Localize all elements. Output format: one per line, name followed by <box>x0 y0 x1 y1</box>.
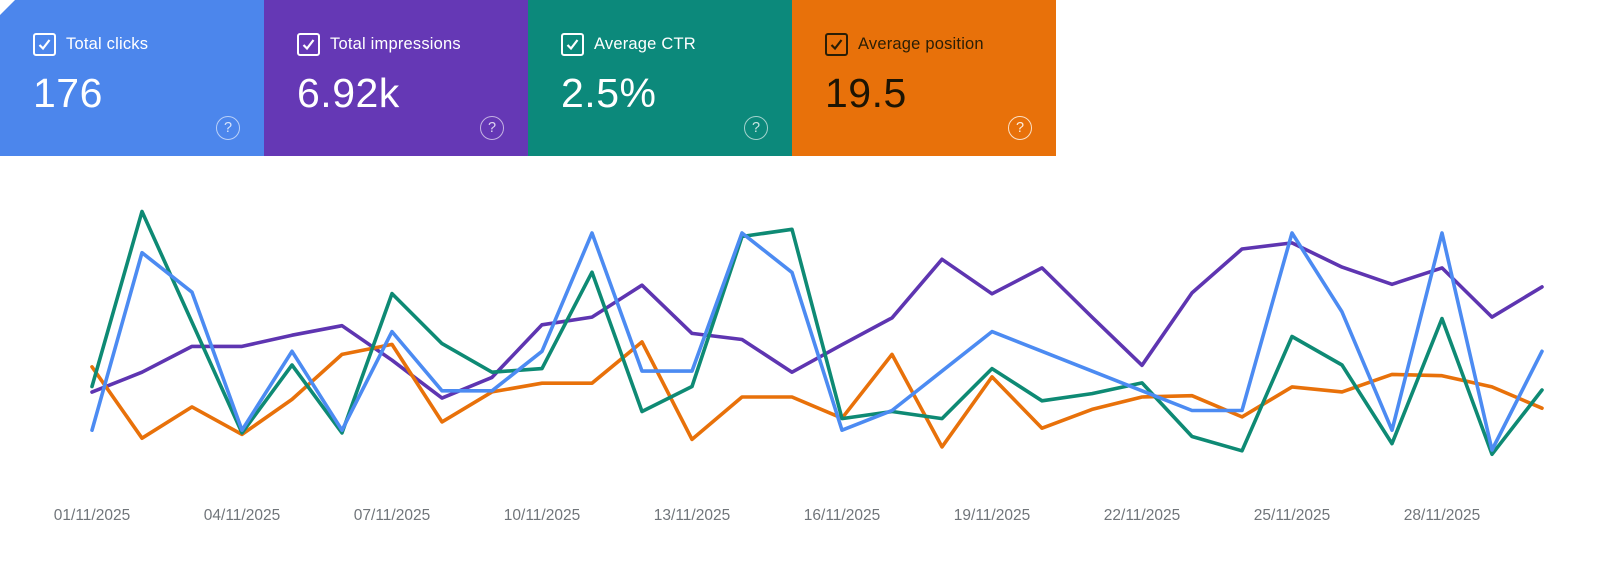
metric-card-total-clicks[interactable]: Total clicks 176 ? <box>0 0 264 156</box>
x-axis-label: 28/11/2025 <box>1403 507 1481 524</box>
average-ctr-checkbox[interactable] <box>561 33 584 56</box>
x-axis-label: 04/11/2025 <box>203 507 281 524</box>
total-clicks-checkbox[interactable] <box>33 33 56 56</box>
card-value: 6.92k <box>297 70 400 116</box>
total-impressions-checkbox[interactable] <box>297 33 320 56</box>
card-value: 2.5% <box>561 70 657 116</box>
card-label: Average CTR <box>594 35 696 53</box>
card-label: Total clicks <box>66 35 149 53</box>
card-label: Average position <box>858 35 984 53</box>
line-ctr <box>90 209 1544 457</box>
metric-card-average-ctr[interactable]: Average CTR 2.5% ? <box>528 0 792 156</box>
x-axis-label: 10/11/2025 <box>503 507 581 524</box>
check-icon <box>302 39 315 51</box>
x-axis-label: 19/11/2025 <box>953 507 1031 524</box>
metric-card-average-position[interactable]: Average position 19.5 ? <box>792 0 1056 156</box>
line-position <box>90 340 1544 449</box>
help-icon[interactable]: ? <box>744 116 768 140</box>
average-position-checkbox[interactable] <box>825 33 848 56</box>
check-icon <box>566 39 579 51</box>
help-icon[interactable]: ? <box>480 116 504 140</box>
page-corner-notch <box>0 0 15 15</box>
help-icon[interactable]: ? <box>1008 116 1032 140</box>
check-icon <box>38 39 51 51</box>
check-icon <box>830 39 843 51</box>
card-value: 176 <box>33 70 103 116</box>
x-axis-label: 22/11/2025 <box>1103 507 1181 524</box>
x-axis-label: 01/11/2025 <box>53 507 131 524</box>
card-label: Total impressions <box>330 35 461 53</box>
x-axis-label: 13/11/2025 <box>653 507 731 524</box>
metric-card-total-impressions[interactable]: Total impressions 6.92k ? <box>264 0 528 156</box>
line-clicks <box>90 231 1544 452</box>
x-axis-label: 07/11/2025 <box>353 507 431 524</box>
x-axis-label: 16/11/2025 <box>803 507 881 524</box>
metric-cards: Total clicks 176 ? Total impressions 6.9… <box>0 0 1056 156</box>
card-value: 19.5 <box>825 70 907 116</box>
x-axis-label: 25/11/2025 <box>1253 507 1331 524</box>
help-icon[interactable]: ? <box>216 116 240 140</box>
